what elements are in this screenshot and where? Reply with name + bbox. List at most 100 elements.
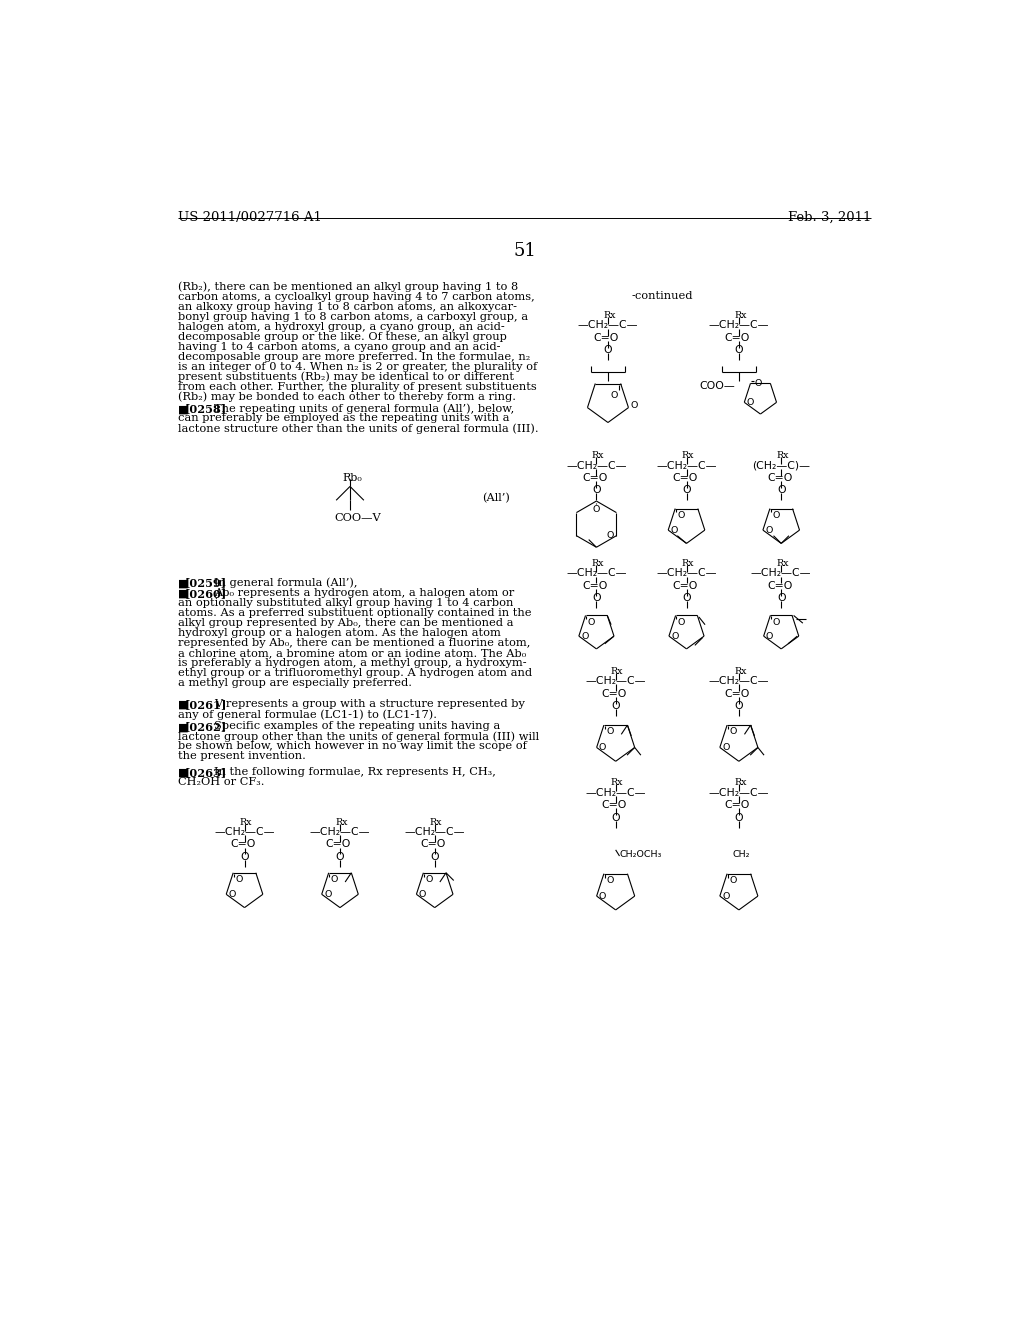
Text: ■: ■ xyxy=(178,589,189,599)
Text: O: O xyxy=(772,511,779,520)
Text: O: O xyxy=(582,632,589,640)
Text: CH₂OCH₃: CH₂OCH₃ xyxy=(620,850,662,859)
Text: —CH₂—C—: —CH₂—C— xyxy=(709,676,769,686)
Text: ethyl group or a trifluoromethyl group. A hydrogen atom and: ethyl group or a trifluoromethyl group. … xyxy=(178,668,532,678)
Text: O: O xyxy=(611,813,620,822)
Text: V represents a group with a structure represented by: V represents a group with a structure re… xyxy=(214,700,524,709)
Text: C=O: C=O xyxy=(725,689,750,698)
Text: an optionally substituted alkyl group having 1 to 4 carbon: an optionally substituted alkyl group ha… xyxy=(178,598,514,609)
Text: O: O xyxy=(678,618,685,627)
Text: C=O: C=O xyxy=(725,800,750,810)
Text: Feb. 3, 2011: Feb. 3, 2011 xyxy=(787,211,871,224)
Text: O: O xyxy=(766,632,773,640)
Text: halogen atom, a hydroxyl group, a cyano group, an acid-: halogen atom, a hydroxyl group, a cyano … xyxy=(178,322,505,331)
Text: be shown below, which however in no way limit the scope of: be shown below, which however in no way … xyxy=(178,742,527,751)
Text: Rx: Rx xyxy=(682,451,694,459)
Text: O: O xyxy=(722,891,729,900)
Text: C=O: C=O xyxy=(767,581,793,591)
Text: alkyl group represented by Ab₀, there can be mentioned a: alkyl group represented by Ab₀, there ca… xyxy=(178,618,514,628)
Text: is an integer of 0 to 4. When n₂ is 2 or greater, the plurality of: is an integer of 0 to 4. When n₂ is 2 or… xyxy=(178,362,538,372)
Text: Rx: Rx xyxy=(682,558,694,568)
Text: decomposable group or the like. Of these, an alkyl group: decomposable group or the like. Of these… xyxy=(178,331,507,342)
Text: an alkoxy group having 1 to 8 carbon atoms, an alkoxycar-: an alkoxy group having 1 to 8 carbon ato… xyxy=(178,302,517,312)
Text: C=O: C=O xyxy=(673,473,697,483)
Text: O: O xyxy=(419,890,426,899)
Text: —CH₂—C—: —CH₂—C— xyxy=(586,676,646,686)
Text: C=O: C=O xyxy=(601,689,627,698)
Text: ■: ■ xyxy=(178,721,189,733)
Text: O: O xyxy=(777,593,785,603)
Text: O: O xyxy=(755,379,762,388)
Text: a methyl group are especially preferred.: a methyl group are especially preferred. xyxy=(178,678,413,688)
Text: the present invention.: the present invention. xyxy=(178,751,306,762)
Text: The repeating units of general formula (All’), below,: The repeating units of general formula (… xyxy=(214,404,514,414)
Text: O: O xyxy=(729,876,737,884)
Text: present substituents (Rb₂) may be identical to or different: present substituents (Rb₂) may be identi… xyxy=(178,372,514,383)
Text: O: O xyxy=(678,511,685,520)
Text: lactone group other than the units of general formula (III) will: lactone group other than the units of ge… xyxy=(178,731,540,742)
Text: —CH₂—C—: —CH₂—C— xyxy=(566,461,627,471)
Text: Rx: Rx xyxy=(734,667,746,676)
Text: C=O: C=O xyxy=(673,581,697,591)
Text: O: O xyxy=(331,875,338,884)
Text: O: O xyxy=(606,876,613,884)
Text: O: O xyxy=(606,727,613,737)
Text: Rx: Rx xyxy=(734,779,746,787)
Text: CH₂OH or CF₃.: CH₂OH or CF₃. xyxy=(178,776,265,787)
Text: O: O xyxy=(593,506,600,513)
Text: —CH₂—C—: —CH₂—C— xyxy=(586,788,646,797)
Text: O: O xyxy=(729,727,737,737)
Text: lactone structure other than the units of general formula (III).: lactone structure other than the units o… xyxy=(178,424,539,434)
Text: —CH₂—C—: —CH₂—C— xyxy=(709,321,769,330)
Text: O: O xyxy=(603,345,612,355)
Text: —CH₂—C—: —CH₂—C— xyxy=(404,828,465,837)
Text: C=O: C=O xyxy=(326,840,351,850)
Text: Rb₀: Rb₀ xyxy=(342,473,362,483)
Text: O: O xyxy=(430,851,439,862)
Text: [0262]: [0262] xyxy=(184,721,226,733)
Text: O: O xyxy=(228,890,236,899)
Text: Rx: Rx xyxy=(592,451,604,459)
Text: C=O: C=O xyxy=(230,840,256,850)
Text: Ab₀ represents a hydrogen atom, a halogen atom or: Ab₀ represents a hydrogen atom, a haloge… xyxy=(214,589,514,598)
Text: O: O xyxy=(734,813,743,822)
Text: is preferably a hydrogen atom, a methyl group, a hydroxym-: is preferably a hydrogen atom, a methyl … xyxy=(178,659,527,668)
Text: O: O xyxy=(773,618,780,627)
Text: O: O xyxy=(324,890,332,899)
Text: O: O xyxy=(672,632,679,640)
Text: can preferably be employed as the repeating units with a: can preferably be employed as the repeat… xyxy=(178,413,510,424)
Text: CH₂: CH₂ xyxy=(732,850,750,859)
Text: decomposable group are more preferred. In the formulae, n₂: decomposable group are more preferred. I… xyxy=(178,351,530,362)
Text: O: O xyxy=(610,391,618,400)
Text: COO—V: COO—V xyxy=(335,512,381,523)
Text: C=O: C=O xyxy=(725,333,750,343)
Text: C=O: C=O xyxy=(601,800,627,810)
Text: Rx: Rx xyxy=(611,779,624,787)
Text: [0259]: [0259] xyxy=(184,577,226,589)
Text: O: O xyxy=(592,486,601,495)
Text: —CH₂—C—: —CH₂—C— xyxy=(656,461,717,471)
Text: ■: ■ xyxy=(178,767,189,777)
Text: O: O xyxy=(734,345,743,355)
Text: [0260]: [0260] xyxy=(184,589,226,599)
Text: —CH₂—C—: —CH₂—C— xyxy=(656,569,717,578)
Text: —CH₂—C—: —CH₂—C— xyxy=(751,569,811,578)
Text: US 2011/0027716 A1: US 2011/0027716 A1 xyxy=(178,211,323,224)
Text: Rx: Rx xyxy=(240,817,252,826)
Text: (Rb₂), there can be mentioned an alkyl group having 1 to 8: (Rb₂), there can be mentioned an alkyl g… xyxy=(178,281,518,292)
Text: C=O: C=O xyxy=(583,581,607,591)
Text: Rx: Rx xyxy=(776,451,790,459)
Text: O: O xyxy=(611,701,620,711)
Text: O: O xyxy=(722,743,729,752)
Text: (Rb₂) may be bonded to each other to thereby form a ring.: (Rb₂) may be bonded to each other to the… xyxy=(178,392,516,403)
Text: Rx: Rx xyxy=(734,312,746,319)
Text: Rx: Rx xyxy=(603,312,615,319)
Text: atoms. As a preferred substituent optionally contained in the: atoms. As a preferred substituent option… xyxy=(178,609,531,618)
Text: C=O: C=O xyxy=(421,840,445,850)
Text: represented by Ab₀, there can be mentioned a fluorine atom,: represented by Ab₀, there can be mention… xyxy=(178,638,530,648)
Text: O: O xyxy=(588,618,595,627)
Text: C=O: C=O xyxy=(767,473,793,483)
Text: 51: 51 xyxy=(513,242,537,260)
Text: O: O xyxy=(682,486,691,495)
Text: In general formula (All’),: In general formula (All’), xyxy=(214,577,357,587)
